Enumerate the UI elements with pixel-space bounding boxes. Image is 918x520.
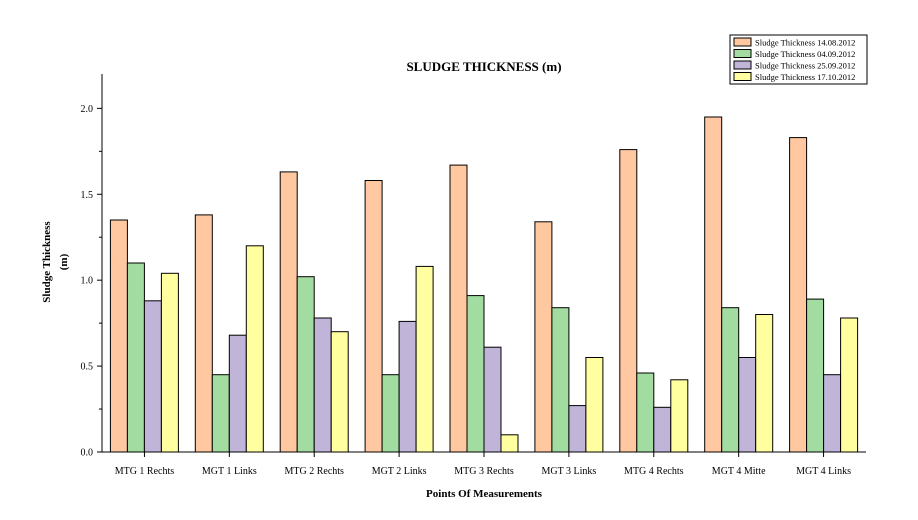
bar-s1-c9 <box>789 137 808 453</box>
x-tick-label: MGT 1 Links <box>202 466 257 477</box>
bar-s1-c8 <box>704 116 723 453</box>
legend-label: Sludge Thickness 14.08.2012 <box>755 38 855 48</box>
bar-s2-c6 <box>551 307 570 453</box>
x-tick-label: MGT 4 Mitte <box>712 466 766 477</box>
x-tick-label: MTG 4 Rechts <box>624 466 684 477</box>
chart-title: SLUDGE THICKNESS (m) <box>406 59 561 74</box>
bar-s2-c7 <box>636 372 655 453</box>
x-tick-label: MTG 1 Rechts <box>115 466 175 477</box>
x-tick-label: MGT 2 Links <box>372 466 427 477</box>
bar-s2-c2 <box>211 374 230 453</box>
bar-s1-c2 <box>194 214 213 453</box>
bar-s3-c8 <box>738 357 757 453</box>
bar-s1-c5 <box>449 164 468 453</box>
bar-s3-c1 <box>143 300 162 453</box>
bar-s3-c4 <box>398 320 417 453</box>
bar-s3-c7 <box>653 406 672 453</box>
bar-s4-c2 <box>245 245 264 453</box>
y-axis-label-line2: (m) <box>58 253 70 270</box>
bar-s1-c6 <box>534 221 553 453</box>
y-axis-label-line1: Sludge Thickness <box>41 221 53 303</box>
legend-swatch <box>733 49 752 58</box>
legend-label: Sludge Thickness 04.09.2012 <box>755 49 855 59</box>
bar-s2-c9 <box>806 298 825 453</box>
bar-s4-c6 <box>585 357 604 453</box>
bar-s4-c7 <box>670 379 689 453</box>
x-tick-label: MTG 3 Rechts <box>454 466 514 477</box>
bars-group <box>109 116 859 453</box>
bar-s4-c8 <box>755 314 774 453</box>
bar-s2-c4 <box>381 374 400 453</box>
legend-swatch <box>733 60 752 70</box>
bar-s1-c1 <box>109 219 128 453</box>
bar-s3-c5 <box>483 346 502 453</box>
legend-label: Sludge Thickness 25.09.2012 <box>755 61 855 71</box>
bar-s1-c3 <box>279 171 298 453</box>
bar-s4-c9 <box>840 317 859 453</box>
y-tick-label: 0.0 <box>81 448 94 459</box>
x-tick-label: MTG 2 Rechts <box>284 466 344 477</box>
legend-label: Sludge Thickness 17.10.2012 <box>755 72 855 82</box>
legend-box <box>729 34 868 85</box>
x-tick-label: MGT 4 Links <box>796 466 851 477</box>
bar-s4-c4 <box>415 265 434 453</box>
y-tick-label: 0.5 <box>81 362 94 373</box>
bar-s1-c7 <box>619 149 638 453</box>
y-ticks-group: 0.0 0.5 1.0 1.5 2.0 <box>81 104 102 459</box>
bar-s2-c3 <box>296 276 315 453</box>
y-tick-label: 2.0 <box>81 104 94 115</box>
x-ticks-group: MTG 1 Rechts MGT 1 Links MTG 2 Rechts MGT 2… <box>115 452 851 477</box>
legend-swatch <box>733 72 752 81</box>
bar-s3-c9 <box>823 374 842 453</box>
y-tick-label: 1.0 <box>81 276 94 287</box>
bar-s2-c8 <box>721 307 740 453</box>
x-tick-label: MGT 3 Links <box>541 466 596 477</box>
bar-s3-c3 <box>313 317 332 453</box>
bar-s4-c5 <box>500 434 519 453</box>
bar-s3-c6 <box>568 405 587 453</box>
x-axis-label: Points Of Measurements <box>426 488 543 500</box>
bar-s4-c3 <box>330 331 349 453</box>
bar-s3-c2 <box>228 334 247 453</box>
bar-s1-c4 <box>364 180 383 453</box>
y-tick-label: 1.5 <box>81 190 94 201</box>
legend-swatch <box>733 37 752 47</box>
bar-s4-c1 <box>160 272 179 453</box>
bar-s2-c5 <box>466 295 485 453</box>
bar-s2-c1 <box>126 262 145 453</box>
